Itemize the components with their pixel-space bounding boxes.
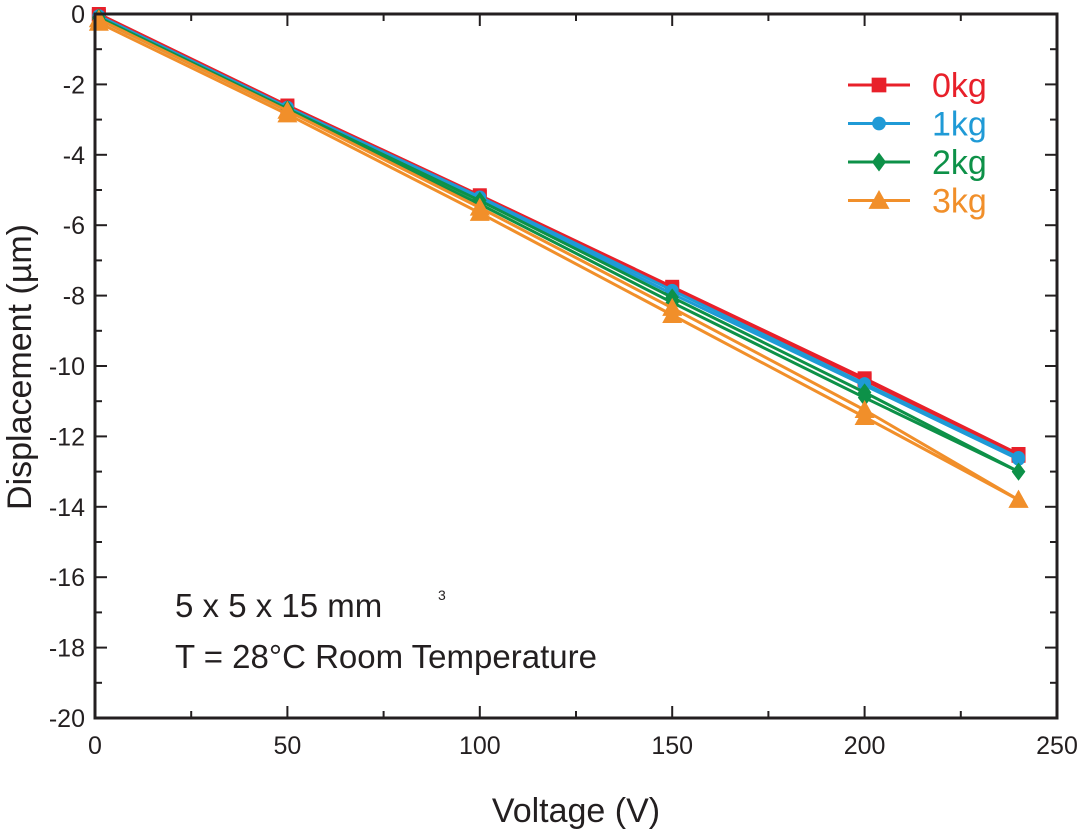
specimen-size-annotation: 5 x 5 x 15 mm — [175, 587, 382, 624]
y-tick-label: 0 — [71, 1, 85, 29]
series-line-1kg — [98, 14, 1020, 459]
y-tick-label: -18 — [49, 635, 85, 663]
x-tick-label: 50 — [273, 732, 301, 760]
series-line-0kg — [98, 12, 1020, 456]
series-line-3kg — [98, 21, 1020, 502]
x-tick-label: 150 — [651, 732, 693, 760]
data-point-3kg — [662, 304, 683, 323]
data-point-2kg — [1011, 462, 1026, 481]
legend-label: 0kg — [932, 67, 987, 105]
y-tick-label: -4 — [63, 142, 85, 170]
plot-layer — [88, 7, 1029, 508]
axes-layer: 0-2-4-6-8-10-12-14-16-18-200 50 100 150 200 2… — [49, 1, 1078, 760]
legend-label: 2kg — [932, 144, 987, 182]
y-axis-title: Displacement (µm) — [1, 224, 39, 510]
x-tick-label: 0 — [88, 732, 102, 760]
specimen-size-exponent: 3 — [438, 587, 446, 603]
legend-marker — [871, 152, 887, 172]
legend-marker — [868, 190, 890, 209]
y-tick-label: -6 — [63, 212, 85, 240]
legend-label: 3kg — [932, 183, 987, 221]
legend-item-0kg: 0kg — [848, 67, 987, 105]
series-3kg — [88, 9, 1029, 508]
x-axis-title: Voltage (V) — [492, 792, 660, 830]
data-point-3kg — [469, 202, 490, 221]
data-point-2kg — [857, 388, 872, 407]
data-point-3kg — [277, 104, 298, 123]
data-point-3kg — [854, 407, 875, 426]
x-tick-label: 200 — [844, 732, 886, 760]
legend-marker — [871, 77, 887, 93]
data-point-1kg — [1012, 452, 1026, 466]
y-tick-label: -8 — [63, 283, 85, 311]
data-point-3kg — [1008, 489, 1029, 508]
y-tick-label: -2 — [63, 71, 85, 99]
legend-label: 1kg — [932, 106, 987, 144]
legend-item-2kg: 2kg — [848, 144, 987, 182]
legend-marker — [872, 116, 886, 131]
y-tick-label: -10 — [49, 353, 85, 381]
y-tick-label: -16 — [49, 564, 85, 592]
legend-item-1kg: 1kg — [848, 106, 987, 144]
x-tick-label: 100 — [459, 732, 501, 760]
temperature-annotation: T = 28°C Room Temperature — [175, 638, 597, 675]
y-tick-label: -14 — [49, 494, 85, 522]
legend-item-3kg: 3kg — [848, 183, 987, 221]
y-tick-label: -12 — [49, 423, 85, 451]
series-line-3kg — [98, 17, 1020, 502]
y-tick-label: -20 — [49, 705, 85, 733]
x-tick-label: 250 — [1036, 732, 1078, 760]
series-line-2kg — [98, 16, 1020, 473]
